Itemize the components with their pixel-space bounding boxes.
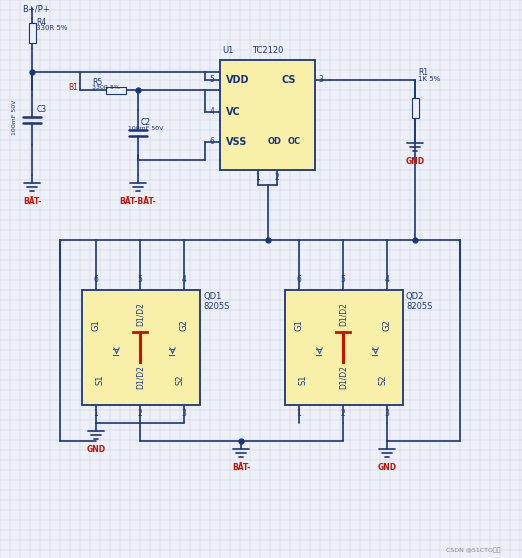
Text: 4: 4: [385, 276, 389, 285]
Text: 4: 4: [209, 108, 215, 117]
Text: 6: 6: [93, 276, 99, 285]
Text: OC: OC: [288, 137, 301, 147]
Text: 1: 1: [93, 408, 98, 417]
Text: D1/D2: D1/D2: [136, 302, 145, 326]
Text: S2: S2: [175, 375, 184, 385]
Text: 330R 5%: 330R 5%: [92, 85, 120, 90]
Bar: [82, 290, 200, 405]
Text: U1: U1: [222, 46, 233, 55]
Text: GND: GND: [87, 445, 105, 454]
Text: S2: S2: [378, 375, 387, 385]
Text: 4: 4: [182, 276, 186, 285]
Text: R4: R4: [36, 18, 46, 27]
Text: D1/D2: D1/D2: [338, 302, 348, 326]
Text: 100mF 50V: 100mF 50V: [11, 100, 17, 136]
Text: 3: 3: [385, 408, 389, 417]
Text: 6: 6: [209, 137, 215, 147]
Bar: [220, 60, 315, 170]
Text: VDD: VDD: [226, 75, 250, 85]
Text: 1K 5%: 1K 5%: [418, 76, 440, 82]
Text: CS: CS: [282, 75, 296, 85]
Text: 2: 2: [275, 174, 279, 182]
Text: CSDN @51CTO博客: CSDN @51CTO博客: [445, 547, 500, 553]
Text: G2: G2: [180, 319, 188, 331]
Text: GND: GND: [377, 463, 397, 472]
Text: 1: 1: [256, 174, 260, 182]
Text: 8205S: 8205S: [203, 302, 229, 311]
Text: 5: 5: [340, 276, 346, 285]
Text: 8205S: 8205S: [406, 302, 432, 311]
Text: 2: 2: [341, 408, 346, 417]
Bar: [29, 23, 35, 43]
Text: 1: 1: [296, 408, 301, 417]
Text: D1/D2: D1/D2: [136, 365, 145, 389]
Text: 3: 3: [318, 75, 324, 84]
Text: C2: C2: [141, 118, 151, 127]
Text: 6: 6: [296, 276, 301, 285]
Text: TC2120: TC2120: [252, 46, 283, 55]
Text: OD: OD: [268, 137, 282, 147]
Text: QD2: QD2: [406, 292, 424, 301]
Text: GND: GND: [406, 157, 424, 166]
Text: R5: R5: [92, 78, 102, 87]
Text: VC: VC: [226, 107, 241, 117]
Text: D1/D2: D1/D2: [338, 365, 348, 389]
Text: B1: B1: [68, 83, 78, 92]
Text: 5: 5: [209, 75, 215, 84]
Text: VSS: VSS: [226, 137, 247, 147]
Text: G1: G1: [91, 319, 101, 331]
Text: 2: 2: [138, 408, 143, 417]
Text: 3: 3: [182, 408, 186, 417]
Text: C3: C3: [37, 105, 47, 114]
Bar: [411, 98, 419, 118]
Text: BĀT-: BĀT-: [23, 197, 41, 206]
Text: 5: 5: [138, 276, 143, 285]
Bar: [285, 290, 403, 405]
Text: 100mF 50V: 100mF 50V: [128, 126, 163, 131]
Text: G1: G1: [294, 319, 303, 331]
Text: BĀT-BĀT-: BĀT-BĀT-: [120, 197, 157, 206]
Text: QD1: QD1: [203, 292, 221, 301]
Text: R1: R1: [418, 68, 428, 77]
Text: S1: S1: [96, 375, 104, 385]
Text: BĀT-: BĀT-: [232, 463, 250, 472]
Text: 330R 5%: 330R 5%: [36, 25, 67, 31]
Text: B+/P+: B+/P+: [22, 5, 50, 14]
Text: G2: G2: [383, 319, 392, 331]
Text: S1: S1: [299, 375, 307, 385]
Bar: [106, 86, 126, 94]
